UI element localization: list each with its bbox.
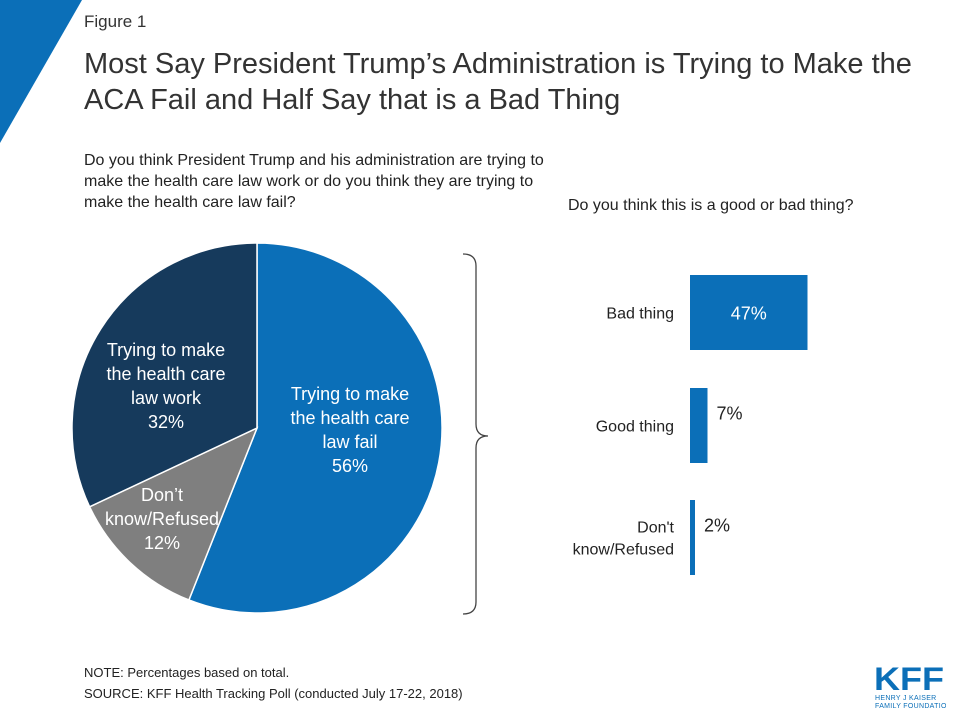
pie-slice: [71, 242, 258, 508]
bar: [690, 275, 808, 350]
bar-value-label: 7%: [716, 404, 742, 424]
pie-slice-label: Don’t know/Refused 12%: [105, 485, 219, 553]
bar-category-label: Don't know/Refused: [573, 520, 675, 559]
chart-title: Most Say President Trump’s Administratio…: [84, 48, 912, 116]
corner-accent: [0, 0, 82, 143]
bar-category-label: Bad thing: [606, 306, 674, 323]
svg-text:KFF: KFF: [874, 661, 944, 697]
pie-slice-label: Trying to make the health care law work 32%: [106, 340, 225, 432]
pie-slice: [187, 242, 443, 614]
svg-text:FAMILY FOUNDATION: FAMILY FOUNDATION: [875, 703, 946, 710]
pie-question: Do you think President Trump and his adm…: [84, 152, 544, 211]
pie-chart: Trying to make the health care law fail 56%…: [71, 242, 443, 614]
source-text: SOURCE: KFF Health Tracking Poll (conduc…: [84, 686, 463, 701]
bar-category-label: Good thing: [596, 419, 674, 436]
group-bracket: [462, 253, 489, 615]
kff-logo: KFF HENRY J KAISER FAMILY FOUNDATION: [874, 661, 946, 710]
figure-label: Figure 1: [84, 12, 147, 31]
bar-value-label: 2%: [704, 516, 730, 536]
pie-slice: [88, 426, 259, 601]
pie-slice-label: Trying to make the health care law fail 56%: [290, 384, 409, 476]
bar-question: Do you think this is a good or bad thing…: [568, 197, 854, 214]
bar-value-label: 47%: [731, 304, 767, 324]
bar: [690, 388, 708, 463]
bar: [690, 500, 695, 575]
bar-chart: Bad thing 47% Good thing 7% Don't know/Refuse…: [573, 275, 808, 575]
svg-text:HENRY J KAISER: HENRY J KAISER: [875, 695, 937, 702]
note-text: NOTE: Percentages based on total.: [84, 665, 290, 680]
